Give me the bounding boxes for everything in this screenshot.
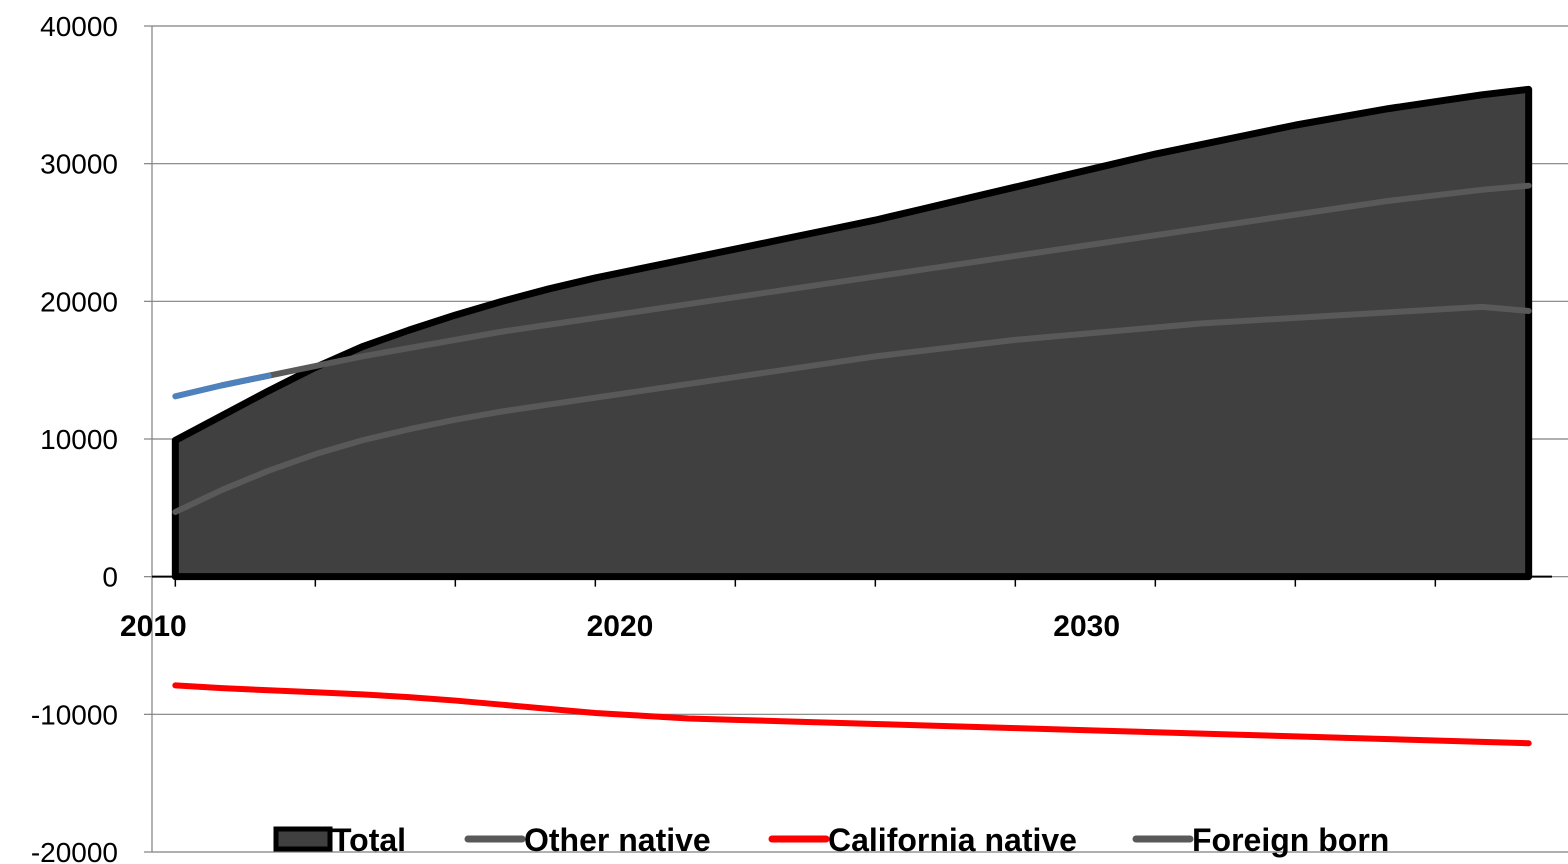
legend-label-california-native: California native (828, 822, 1077, 858)
y-tick-label: -10000 (31, 699, 118, 730)
legend: Total Other native California native Foreig… (273, 822, 1389, 858)
series-total-area (171, 85, 1533, 581)
x-tick-label: 2010 (120, 610, 187, 643)
legend-label-total: Total (332, 822, 406, 858)
y-tick-label: 0 (102, 562, 118, 593)
axes: 40000 30000 20000 10000 0 -10000 -20000 2010 202… (31, 11, 1552, 864)
x-tick-label: 2030 (1053, 610, 1120, 643)
y-tick-label: 20000 (40, 286, 118, 317)
legend-swatch-total (273, 826, 333, 852)
series-other-native-line (172, 303, 1532, 515)
y-tick-label: 40000 (40, 11, 118, 42)
series-foreign-born-line (219, 182, 1532, 389)
y-tick-label: 30000 (40, 149, 118, 180)
series-california-native-line (172, 682, 1532, 747)
series-foreign-born-first-segment (172, 372, 272, 400)
x-tick-label: 2020 (587, 610, 654, 643)
legend-label-other-native: Other native (524, 822, 711, 858)
y-tick-label: -20000 (31, 837, 118, 864)
y-tick-label: 10000 (40, 424, 118, 455)
series-layer (171, 85, 1533, 747)
legend-label-foreign-born: Foreign born (1192, 822, 1389, 858)
